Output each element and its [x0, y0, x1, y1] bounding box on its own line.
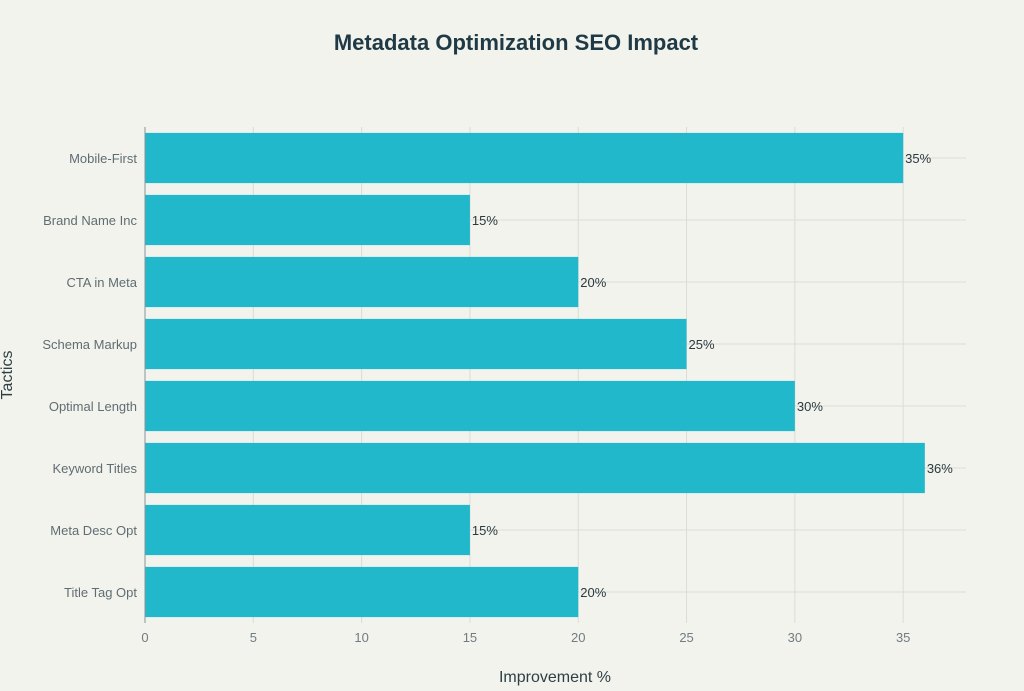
bar [145, 442, 925, 494]
y-tick-label: Optimal Length [49, 399, 137, 414]
y-tick-label: Meta Desc Opt [50, 523, 137, 538]
y-tick-label: Brand Name Inc [43, 213, 137, 228]
y-tick-label: Keyword Titles [52, 461, 137, 476]
x-tick-label: 5 [250, 630, 257, 645]
y-tick-label: Title Tag Opt [64, 585, 137, 600]
y-tick-label: CTA in Meta [66, 275, 137, 290]
chart-title: Metadata Optimization SEO Impact [334, 30, 699, 55]
data-label: 25% [689, 337, 715, 352]
data-label: 35% [905, 151, 931, 166]
x-tick-label: 35 [896, 630, 910, 645]
x-tick-label: 15 [463, 630, 477, 645]
data-label: 20% [580, 585, 606, 600]
data-label: 36% [927, 461, 953, 476]
bar [145, 194, 470, 246]
bar [145, 504, 470, 556]
y-axis-label: Tactics [0, 351, 16, 400]
bar [145, 566, 579, 618]
data-label: 15% [472, 213, 498, 228]
x-tick-label: 30 [788, 630, 802, 645]
x-tick-label: 20 [571, 630, 585, 645]
x-axis-label: Improvement % [499, 669, 611, 686]
data-label: 15% [472, 523, 498, 538]
data-label: 30% [797, 399, 823, 414]
bar [145, 318, 687, 370]
bar [145, 132, 904, 184]
x-tick-label: 25 [679, 630, 693, 645]
x-tick-label: 0 [141, 630, 148, 645]
bars: 20% 15% 36% 30% 25% 20% 15% 35% [145, 132, 953, 618]
bar [145, 256, 579, 308]
x-tick-label: 10 [354, 630, 368, 645]
y-axis-ticks: Title Tag Opt Meta Desc Opt Keyword Titles… [42, 151, 137, 600]
x-axis-ticks: 0 5 10 15 20 25 30 35 [141, 630, 910, 645]
data-label: 20% [580, 275, 606, 290]
y-tick-label: Mobile-First [69, 151, 137, 166]
bar [145, 380, 795, 432]
y-tick-label: Schema Markup [42, 337, 137, 352]
